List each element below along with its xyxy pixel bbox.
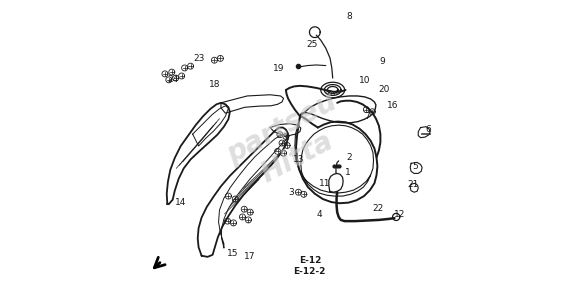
Text: 25: 25 [306,40,317,49]
Text: 9: 9 [379,57,385,66]
Text: E-12-2: E-12-2 [292,267,325,276]
Text: 16: 16 [387,101,398,110]
Text: 8: 8 [346,12,352,21]
Text: 11: 11 [319,179,331,188]
Text: E-12: E-12 [299,256,321,265]
Text: 23: 23 [193,54,204,63]
Text: 1: 1 [345,168,350,177]
Text: 13: 13 [293,155,304,164]
Text: 17: 17 [244,252,255,261]
Text: 14: 14 [175,198,186,207]
Text: 4: 4 [317,210,322,219]
Text: 10: 10 [359,76,371,85]
Text: 12: 12 [394,210,405,219]
Text: 21: 21 [408,180,419,189]
Text: 19: 19 [273,64,285,73]
Text: 3: 3 [288,188,294,197]
Text: 15: 15 [227,249,239,258]
Text: partseu
Hitta: partseu Hitta [222,88,357,198]
Text: 20: 20 [379,85,390,94]
Text: 5: 5 [412,162,417,171]
Text: 2: 2 [346,153,352,162]
Text: 18: 18 [208,80,220,89]
Text: 24: 24 [168,75,179,84]
Text: 6: 6 [425,125,431,134]
Text: 7: 7 [364,112,370,121]
Text: 22: 22 [373,204,384,213]
